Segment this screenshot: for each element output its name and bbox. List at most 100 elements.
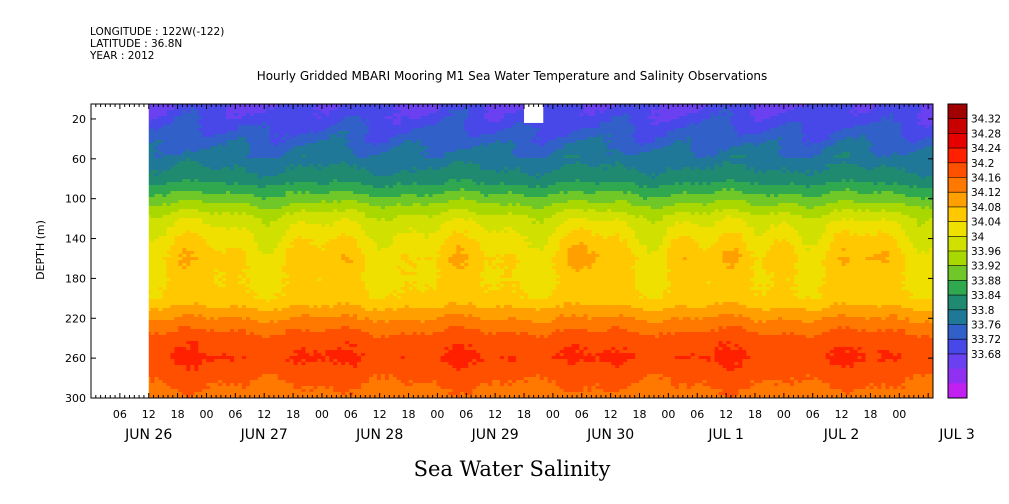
salinity-cell <box>261 269 267 273</box>
salinity-cell <box>210 245 215 249</box>
salinity-cell <box>233 302 239 306</box>
salinity-cell <box>253 278 259 282</box>
salinity-cell <box>166 122 172 126</box>
salinity-cell <box>253 317 259 321</box>
salinity-cell <box>206 119 211 123</box>
salinity-cell <box>170 377 175 381</box>
salinity-cell <box>154 362 160 366</box>
salinity-cell <box>241 332 247 336</box>
salinity-cell <box>166 374 172 378</box>
salinity-cell <box>158 155 164 159</box>
salinity-cell <box>194 119 199 123</box>
salinity-cell <box>162 347 168 351</box>
salinity-cell <box>206 125 211 129</box>
salinity-cell <box>206 323 211 327</box>
salinity-cell <box>222 239 227 243</box>
salinity-cell <box>178 350 183 354</box>
salinity-cell <box>249 299 255 303</box>
salinity-cell <box>233 113 239 117</box>
salinity-cell <box>245 365 251 369</box>
salinity-cell <box>190 185 195 189</box>
salinity-cell <box>249 254 255 258</box>
salinity-cell <box>178 368 183 372</box>
salinity-cell <box>162 179 168 183</box>
salinity-cell <box>190 353 195 357</box>
salinity-cell <box>146 128 152 132</box>
salinity-cell <box>237 251 243 255</box>
salinity-cell <box>178 197 183 201</box>
salinity-cell <box>233 197 239 201</box>
salinity-cell <box>150 311 156 315</box>
salinity-cell <box>245 380 251 384</box>
salinity-cell <box>206 227 211 231</box>
salinity-cell <box>226 221 231 225</box>
salinity-cell <box>214 182 219 186</box>
salinity-cell <box>198 125 203 129</box>
salinity-cell <box>154 122 160 126</box>
salinity-cell <box>178 188 183 192</box>
salinity-cell <box>265 110 271 114</box>
salinity-cell <box>182 338 187 342</box>
salinity-cell <box>170 200 175 204</box>
salinity-cell <box>241 314 247 318</box>
salinity-cell <box>194 389 199 393</box>
salinity-cell <box>186 128 191 132</box>
salinity-cell <box>214 221 219 225</box>
salinity-cell <box>194 233 199 237</box>
salinity-cell <box>233 296 239 300</box>
salinity-cell <box>198 170 203 174</box>
salinity-cell <box>198 323 203 327</box>
salinity-cell <box>202 164 207 168</box>
salinity-cell <box>249 281 255 285</box>
salinity-cell <box>237 257 243 261</box>
salinity-cell <box>257 386 263 390</box>
salinity-cell <box>162 236 168 240</box>
salinity-cell <box>150 317 156 321</box>
salinity-cell <box>210 347 215 351</box>
salinity-cell <box>218 221 223 225</box>
salinity-cell <box>206 344 211 348</box>
salinity-cell <box>170 329 175 333</box>
salinity-cell <box>222 308 227 312</box>
salinity-cell <box>257 221 263 225</box>
salinity-cell <box>186 122 191 126</box>
salinity-cell <box>214 185 219 189</box>
salinity-cell <box>170 137 175 141</box>
salinity-cell <box>190 215 195 219</box>
salinity-cell <box>194 197 199 201</box>
salinity-cell <box>150 305 156 309</box>
salinity-cell <box>218 206 223 210</box>
salinity-cell <box>150 362 156 366</box>
salinity-cell <box>222 167 227 171</box>
salinity-cell <box>170 317 175 321</box>
salinity-cell <box>186 272 191 276</box>
salinity-cell <box>237 374 243 378</box>
salinity-cell <box>218 113 223 117</box>
salinity-cell <box>226 188 231 192</box>
salinity-cell <box>190 254 195 258</box>
salinity-cell <box>261 215 267 219</box>
salinity-cell <box>237 284 243 288</box>
salinity-cell <box>158 113 164 117</box>
salinity-cell <box>182 326 187 330</box>
salinity-cell <box>230 278 235 282</box>
salinity-cell <box>170 170 175 174</box>
salinity-cell <box>237 392 243 396</box>
salinity-cell <box>190 128 195 132</box>
salinity-cell <box>166 275 172 279</box>
salinity-cell <box>245 296 251 300</box>
salinity-cell <box>154 302 160 306</box>
salinity-cell <box>186 161 191 165</box>
salinity-cell <box>198 383 203 387</box>
salinity-cell <box>146 386 152 390</box>
salinity-cell <box>241 170 247 174</box>
salinity-cell <box>214 107 219 111</box>
salinity-cell <box>202 104 207 108</box>
salinity-cell <box>206 251 211 255</box>
salinity-cell <box>194 257 199 261</box>
salinity-cell <box>182 332 187 336</box>
salinity-cell <box>261 119 267 123</box>
salinity-cell <box>222 332 227 336</box>
salinity-cell <box>166 140 172 144</box>
salinity-cell <box>190 116 195 120</box>
